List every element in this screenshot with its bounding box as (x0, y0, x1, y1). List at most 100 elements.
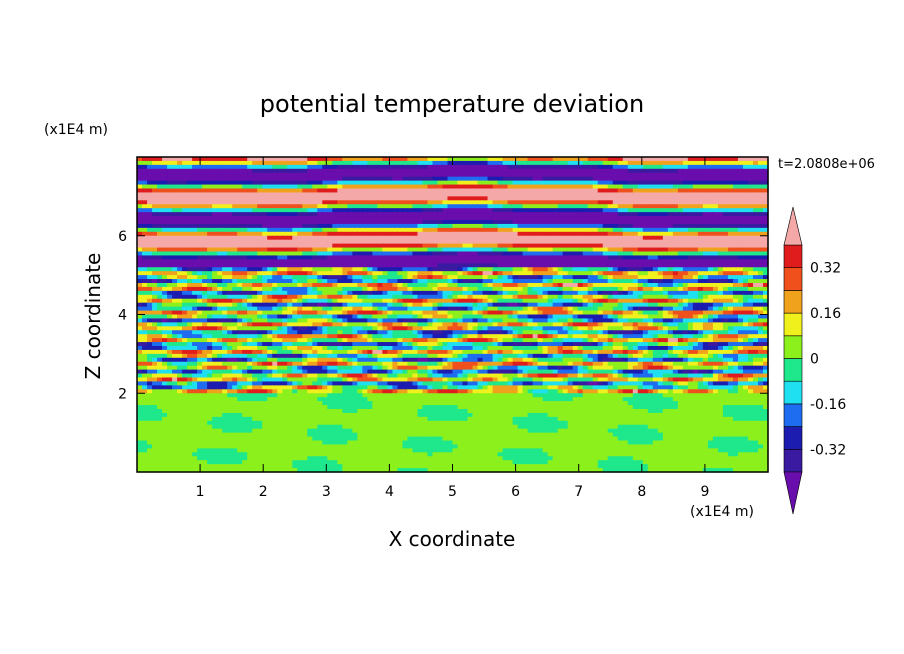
field-cell (437, 231, 444, 237)
field-cell (642, 212, 649, 217)
field-cell (317, 275, 323, 280)
field-cell (137, 286, 143, 292)
field-cell (287, 239, 293, 245)
field-cell (377, 212, 383, 217)
field-cell (277, 216, 283, 221)
field-cell (572, 172, 579, 178)
field-cell (232, 271, 238, 276)
field-cell (477, 231, 484, 237)
field-cell (417, 271, 424, 276)
field-cell (147, 208, 153, 213)
field-cell (487, 302, 494, 308)
field-cell (172, 231, 178, 237)
field-cell (297, 247, 303, 253)
field-cell (417, 212, 424, 217)
field-cell (562, 298, 569, 304)
field-cell (592, 227, 599, 233)
field-cell (292, 212, 298, 217)
field-cell (447, 200, 454, 205)
field-cell (302, 263, 308, 268)
field-cell (717, 168, 724, 174)
field-cell (422, 310, 429, 316)
field-cell (247, 188, 253, 194)
field-cell (282, 208, 288, 213)
field-cell (632, 263, 639, 268)
field-cell (752, 251, 759, 257)
field-cell (577, 255, 584, 260)
field-cell (277, 223, 283, 229)
field-cell (147, 168, 153, 174)
field-cell (262, 247, 268, 253)
field-cell (307, 255, 313, 260)
field-cell (752, 208, 759, 213)
field-cell (387, 283, 394, 288)
field-cell (387, 251, 394, 257)
field-cell (612, 286, 619, 292)
field-cell (442, 306, 449, 312)
field-cell (622, 216, 629, 221)
field-cell (727, 267, 734, 272)
field-cell (677, 168, 684, 174)
field-cell (147, 188, 153, 194)
field-cell (202, 263, 208, 268)
field-cell (737, 263, 744, 268)
field-cell (597, 286, 604, 292)
field-cell (617, 286, 624, 292)
field-cell (527, 168, 534, 174)
field-cell (392, 247, 399, 253)
field-cell (412, 168, 419, 174)
field-cell (622, 200, 629, 205)
field-cell (337, 204, 343, 209)
field-cell (617, 259, 624, 264)
field-cell (437, 239, 444, 245)
field-cell (142, 286, 148, 292)
field-cell (627, 188, 634, 194)
field-cell (267, 290, 273, 296)
field-cell (492, 176, 499, 182)
field-cell (707, 275, 714, 280)
field-cell (702, 184, 709, 190)
field-cell (497, 275, 504, 280)
field-cell (627, 164, 634, 170)
field-cell (357, 176, 363, 182)
field-cell (212, 251, 218, 257)
field-cell (747, 196, 754, 201)
field-cell (432, 157, 439, 162)
field-cell (142, 168, 148, 174)
field-cell (507, 302, 514, 308)
field-cell (547, 184, 554, 190)
field-cell (677, 220, 684, 225)
field-cell (397, 212, 404, 217)
field-cell (337, 247, 343, 253)
field-cell (372, 160, 378, 166)
field-cell (382, 294, 388, 300)
field-cell (272, 212, 278, 217)
field-cell (227, 294, 233, 300)
field-cell (492, 279, 499, 284)
field-cell (522, 196, 529, 201)
field-cell (452, 212, 459, 217)
field-cell (322, 310, 328, 316)
field-cell (357, 196, 363, 201)
field-cell (337, 290, 343, 296)
field-cell (697, 255, 704, 260)
field-cell (317, 196, 323, 201)
field-cell (412, 263, 419, 268)
field-cell (387, 231, 394, 237)
field-cell (352, 247, 358, 253)
field-cell (682, 172, 689, 178)
field-cell (207, 275, 213, 280)
field-cell (137, 275, 143, 280)
field-cell (312, 239, 318, 245)
field-cell (732, 172, 739, 178)
field-cell (202, 212, 208, 217)
field-cell (247, 259, 253, 264)
field-cell (532, 164, 539, 170)
field-cell (452, 279, 459, 284)
field-cell (432, 176, 439, 182)
field-cell (632, 212, 639, 217)
field-cell (557, 239, 564, 245)
field-cell (152, 216, 158, 221)
field-cell (692, 216, 699, 221)
field-cell (172, 192, 178, 197)
